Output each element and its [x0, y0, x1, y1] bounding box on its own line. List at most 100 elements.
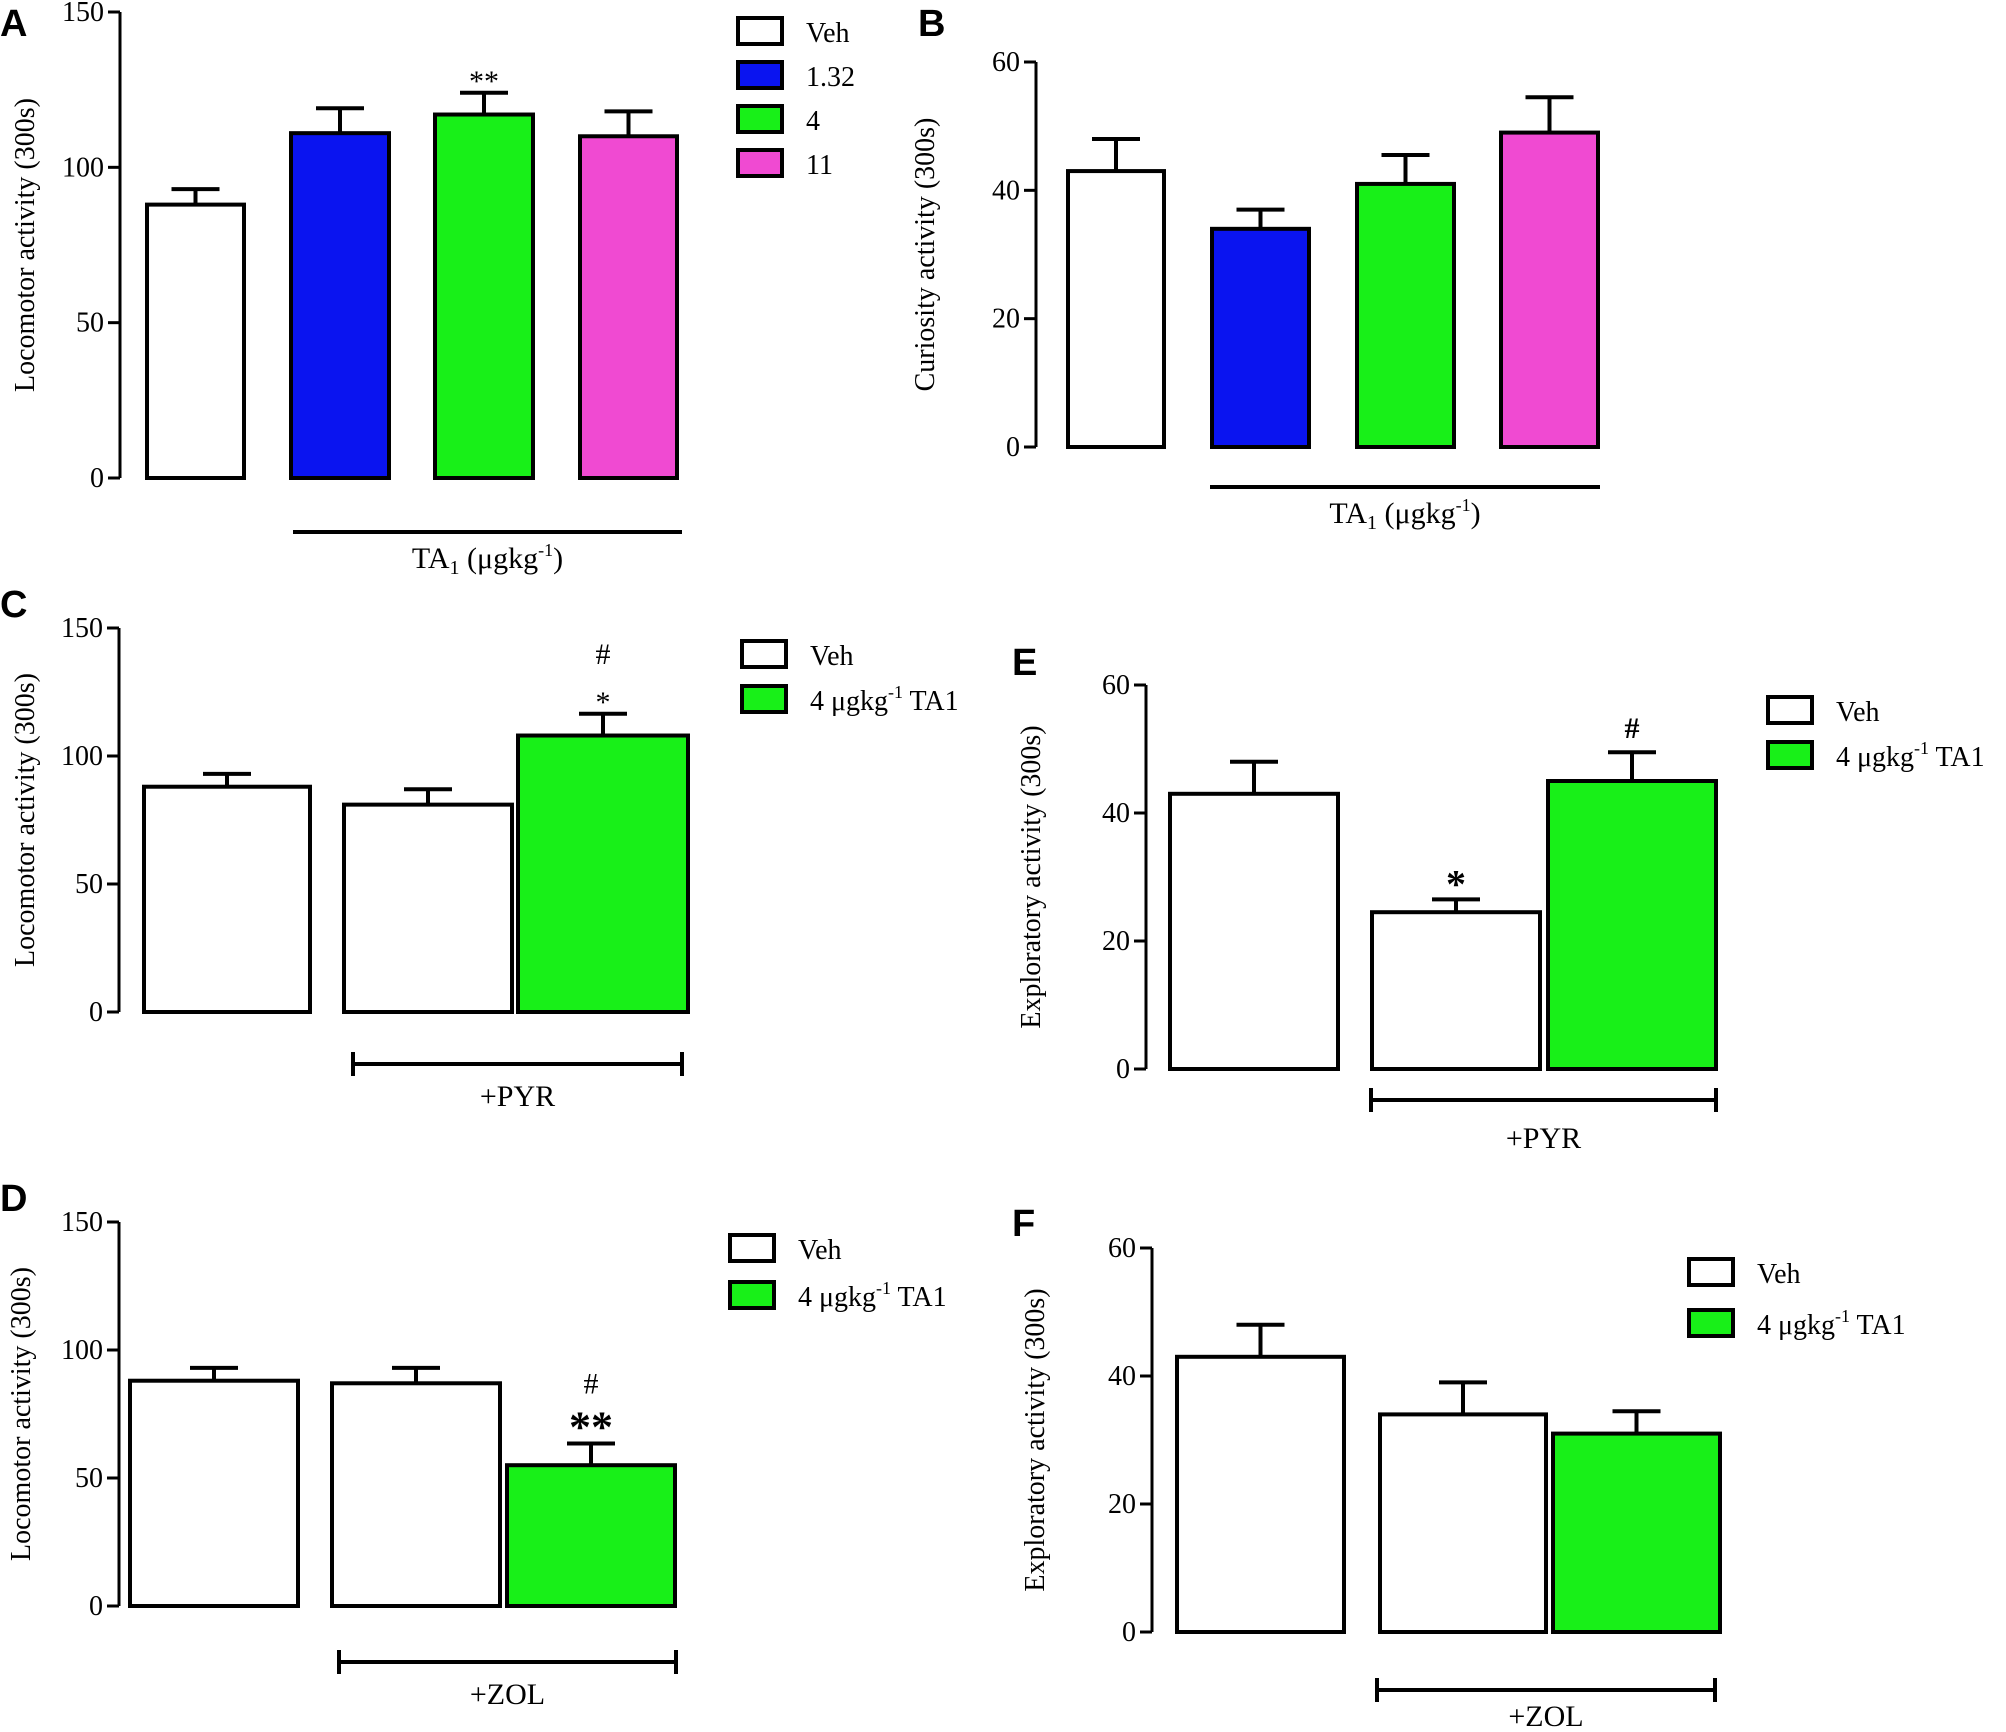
panel-letter: A — [0, 3, 27, 45]
significance-annotation: * — [1446, 861, 1466, 906]
group-label: +ZOL — [1508, 1700, 1583, 1732]
legend-label: 4 μgkg-1 TA1 — [798, 1278, 947, 1313]
legend-label: 1.32 — [806, 62, 855, 93]
y-tick-label: 0 — [90, 463, 104, 494]
y-tick-label: 20 — [1108, 1489, 1136, 1520]
group-label-main: +PYR — [480, 1080, 555, 1113]
bar-4 — [578, 134, 679, 480]
legend-label-tail: TA1 — [891, 1282, 947, 1313]
bar-1 — [1066, 169, 1166, 449]
y-axis-label: Locomotor activity (300s) — [10, 673, 41, 967]
legend-label-text: 4 μgkg — [810, 686, 888, 717]
legend-swatch — [736, 148, 784, 178]
hash-annotation: # — [596, 638, 611, 671]
legend-label: Veh — [1757, 1259, 1801, 1290]
panel-letter: E — [1012, 642, 1037, 684]
legend-swatch — [1687, 1308, 1735, 1338]
y-tick-label: 20 — [992, 304, 1020, 335]
panel-b: B 0 20 40 60 Curiosity activity (300s) TA1 (μg… — [910, 3, 1600, 534]
legend-swatch — [736, 60, 784, 90]
y-tick-label: 40 — [1102, 798, 1130, 829]
y-tick-label: 0 — [1122, 1617, 1136, 1648]
bar-1 — [142, 784, 312, 1014]
legend-label-text: Veh — [1757, 1259, 1801, 1290]
y-tick-label: 150 — [61, 613, 103, 644]
significance-annotation: * — [596, 686, 611, 719]
y-tick-label: 60 — [1108, 1233, 1136, 1264]
legend-label: Veh — [806, 18, 850, 49]
legend-label-text: Veh — [810, 641, 854, 672]
bar-3 — [1551, 1431, 1722, 1634]
bar-2 — [342, 802, 514, 1015]
y-tick-label: 60 — [992, 47, 1020, 78]
bar-2 — [1210, 226, 1311, 449]
bar-3 — [433, 112, 535, 481]
panel-f: F 0 20 40 60 Exploratory activity (300s) +ZOL V… — [1012, 1203, 1906, 1732]
legend-label-text: 1.32 — [806, 62, 855, 93]
y-tick-label: 50 — [76, 308, 104, 339]
y-axis-label: Locomotor activity (300s) — [10, 98, 41, 392]
group-label-rest: (μgkg — [460, 542, 539, 575]
legend-label-tail: TA1 — [1850, 1310, 1906, 1341]
bar-2 — [1378, 1412, 1548, 1635]
group-label-sub: 1 — [1367, 512, 1377, 534]
y-tick-label: 0 — [89, 1591, 103, 1622]
bar-2 — [1370, 910, 1542, 1072]
bar-1 — [1175, 1354, 1346, 1635]
panel-letter: B — [918, 3, 945, 45]
legend-label-sup: -1 — [1835, 1306, 1850, 1326]
legend-label-sup: -1 — [888, 682, 903, 702]
group-label-sup: -1 — [538, 540, 553, 560]
group-label-rest: (μgkg — [1377, 497, 1456, 530]
bar-1 — [128, 1378, 300, 1608]
group-label: +PYR — [1506, 1122, 1581, 1155]
legend-label-text: 4 μgkg — [798, 1282, 876, 1313]
legend-swatch — [736, 16, 784, 46]
y-axis-label: Curiosity activity (300s) — [910, 118, 941, 392]
group-label-main: +PYR — [1506, 1122, 1581, 1155]
panel-d: D 0 50 100 150 Locomotor activity (300s) **# +Z… — [0, 1178, 947, 1711]
legend-label: Veh — [810, 641, 854, 672]
significance-annotation: ** — [569, 1402, 613, 1451]
y-tick-label: 150 — [61, 1207, 103, 1238]
legend-swatch — [740, 684, 788, 714]
legend-label-sup: -1 — [876, 1278, 891, 1298]
y-tick-label: 150 — [62, 0, 104, 28]
y-tick-label: 50 — [75, 1463, 103, 1494]
bar-1 — [1168, 791, 1340, 1071]
panel-e: E 0 20 40 60 Exploratory activity (300s) * # +PY… — [1012, 642, 1985, 1155]
panel-c: C 0 50 100 150 Locomotor activity (300s) * # +PY… — [0, 584, 959, 1113]
legend-label: Veh — [1836, 697, 1880, 728]
y-tick-label: 40 — [1108, 1361, 1136, 1392]
group-label: +ZOL — [470, 1678, 545, 1711]
bar-1 — [145, 202, 246, 480]
group-label-main: +ZOL — [1508, 1700, 1583, 1732]
legend-label-text: 4 — [806, 106, 820, 137]
bar-3 — [1355, 181, 1456, 450]
legend-label-text: 4 μgkg — [1836, 742, 1914, 773]
legend-swatch — [740, 639, 788, 669]
group-label: TA1 (μgkg-1) — [412, 540, 563, 579]
y-axis-label: Locomotor activity (300s) — [6, 1267, 37, 1561]
bar-2 — [330, 1381, 502, 1609]
legend-label: 4 μgkg-1 TA1 — [810, 682, 959, 717]
legend-label-text: 4 μgkg — [1757, 1310, 1835, 1341]
group-label: TA1 (μgkg-1) — [1329, 495, 1480, 534]
y-tick-label: 50 — [75, 869, 103, 900]
legend-label-text: Veh — [806, 18, 850, 49]
group-label-main: TA — [412, 542, 450, 575]
y-tick-label: 100 — [61, 741, 103, 772]
bar-3 — [516, 733, 690, 1015]
y-tick-label: 0 — [1006, 432, 1020, 463]
group-label-close: ) — [553, 542, 563, 575]
group-label: +PYR — [480, 1080, 555, 1113]
group-label-sup: -1 — [1456, 495, 1471, 515]
significance-annotation: ** — [469, 65, 499, 98]
legend-label: 4 μgkg-1 TA1 — [1836, 738, 1985, 773]
legend-label-sup: -1 — [1914, 738, 1929, 758]
bar-2 — [289, 131, 391, 480]
legend-swatch — [1687, 1257, 1735, 1287]
y-tick-label: 0 — [89, 997, 103, 1028]
